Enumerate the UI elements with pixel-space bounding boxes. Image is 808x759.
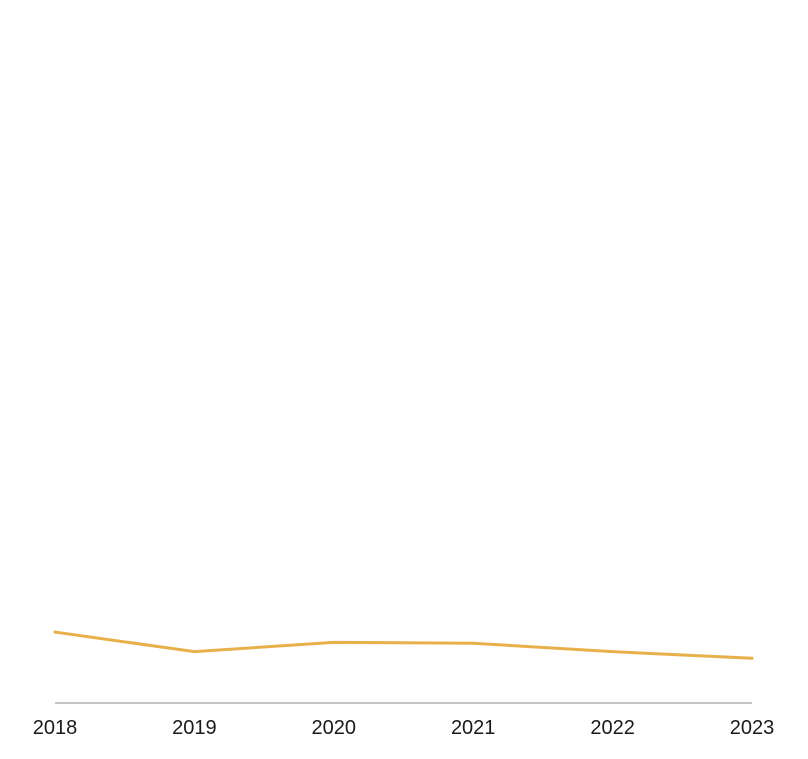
x-tick-label-2019: 2019 [172,717,217,739]
x-axis-tick-labels: 2018 2019 2020 2021 2022 2023 [33,717,775,739]
data-point-2022 [611,650,615,654]
data-point-2019 [192,650,196,654]
data-point-2023 [750,656,754,660]
series-line-0 [53,630,754,660]
data-point-2020 [332,640,336,644]
x-tick-label-2023: 2023 [730,717,775,739]
x-tick-label-2021: 2021 [451,717,496,739]
data-point-2018 [53,630,57,634]
data-point-2021 [471,641,475,645]
x-tick-label-2022: 2022 [590,717,635,739]
series-group [53,630,754,660]
x-tick-label-2020: 2020 [312,717,357,739]
x-tick-label-2018: 2018 [33,717,78,739]
